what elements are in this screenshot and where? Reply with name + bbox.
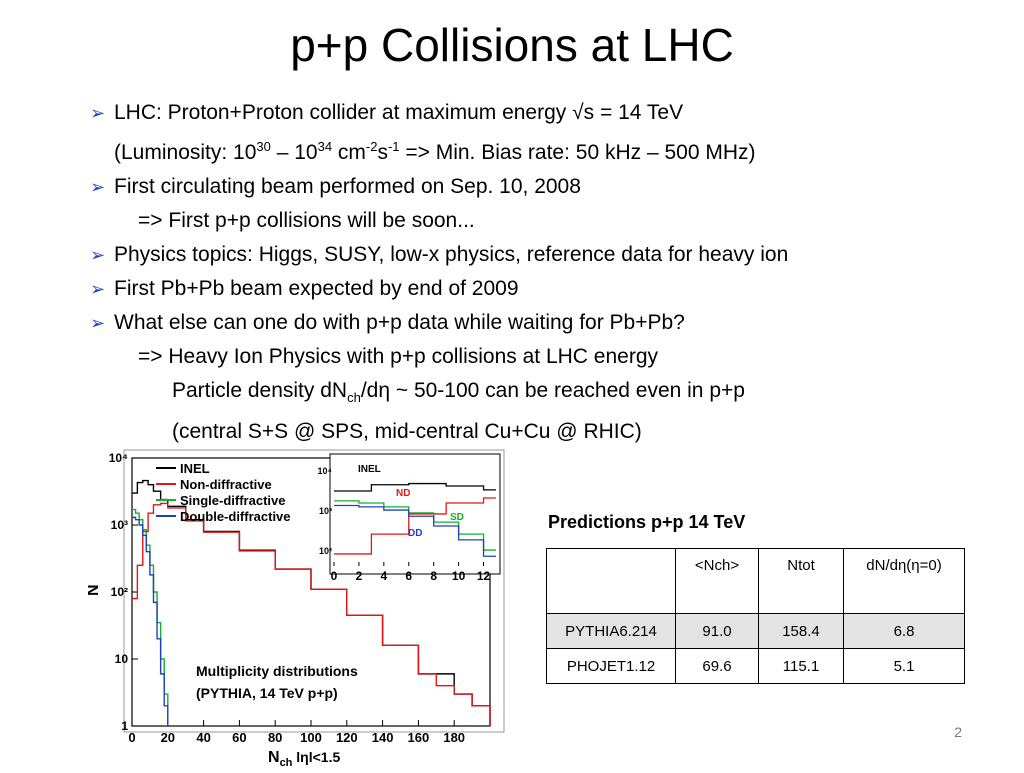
x-tick-label: 0	[128, 730, 135, 745]
plot-caption-line1: Multiplicity distributions	[196, 663, 358, 679]
inset-label-sd: SD	[450, 512, 464, 523]
inset-x-tick-label: 2	[356, 569, 363, 583]
x-axis-label: Nch lηl<1.5	[268, 749, 340, 768]
y-tick-label: 1	[121, 719, 128, 733]
arrow-bullet-icon: ➢	[90, 177, 106, 197]
inset-series-group	[334, 482, 496, 557]
inset-label-nd: ND	[396, 488, 410, 499]
predictions-title: Predictions p+p 14 TeV	[548, 512, 746, 532]
table-cell: 158.4	[758, 613, 844, 649]
inset-x-tick-label: 8	[430, 569, 437, 583]
x-tick-label: 80	[268, 730, 282, 745]
bullet-what-else: ➢ What else can one do with p+p data whil…	[90, 306, 990, 340]
x-tick-label: 40	[196, 730, 210, 745]
bullet-pbpb: ➢ First Pb+Pb beam expected by end of 200…	[90, 272, 990, 306]
x-tick-label: 120	[336, 730, 358, 745]
bullet-first-collisions: => First p+p collisions will be soon...	[138, 209, 475, 232]
inset-x-tick-label: 0	[331, 569, 338, 583]
inset-x-tick-label: 6	[405, 569, 412, 583]
legend-double-diffractive: Double-diffractive	[180, 509, 291, 524]
x-tick-label: 100	[300, 730, 322, 745]
inset-x-tick-label: 10	[452, 569, 466, 583]
bullet-list: ➢ LHC: Proton+Proton collider at maximum …	[90, 96, 990, 449]
inset-series-line	[334, 482, 496, 492]
x-tick-label: 140	[372, 730, 394, 745]
legend-inel: INEL	[180, 461, 210, 476]
inset-y-tick-label: 10⁴	[318, 466, 332, 476]
table-cell: 6.8	[843, 613, 965, 649]
legend: INEL Non-diffractive Single-diffractive …	[156, 461, 291, 524]
table-row: PHOJET1.12 69.6 115.1 5.1	[546, 648, 965, 684]
table-header-cell: dN/dη(η=0)	[843, 548, 965, 614]
arrow-bullet-icon: ➢	[90, 245, 106, 265]
x-tick-label: 180	[443, 730, 465, 745]
inset-tick-group: 0 2 4 6 8 10 12 10² 10³ 10⁴	[318, 466, 491, 583]
table-cell: 115.1	[758, 648, 844, 684]
bullet-luminosity: (Luminosity: 1030 – 1034 cm-2s-1 => Min.…	[114, 139, 756, 164]
x-tick-label: 160	[408, 730, 430, 745]
y-tick-label: 10	[115, 652, 129, 666]
table-cell: PHOJET1.12	[546, 648, 676, 684]
inset-series-line	[334, 500, 496, 551]
slide-number: 2	[954, 724, 962, 740]
y-tick-label: 10³	[111, 518, 128, 532]
y-tick-label: 10⁴	[109, 451, 128, 465]
table-cell: 5.1	[843, 648, 965, 684]
slide-title: p+p Collisions at LHC	[290, 19, 734, 71]
bullet-first-beam: ➢ First circulating beam performed on Sep…	[90, 170, 990, 204]
inset-label-dd: DD	[408, 528, 422, 539]
table-header-row: <Nch> Ntot dN/dη(η=0)	[546, 548, 965, 614]
y-axis-label: N	[88, 584, 102, 596]
bullet-physics-topics: ➢ Physics topics: Higgs, SUSY, low-x phys…	[90, 238, 990, 272]
table-cell: PYTHIA6.214	[546, 613, 676, 649]
table-header-cell: <Nch>	[675, 548, 759, 614]
arrow-bullet-icon: ➢	[90, 313, 106, 333]
inset-y-tick-label: 10³	[319, 506, 332, 516]
inset-y-tick-label: 10²	[319, 546, 332, 556]
table-cell: 69.6	[675, 648, 759, 684]
plot-caption-line2: (PYTHIA, 14 TeV p+p)	[196, 685, 338, 701]
main-series-group	[132, 479, 491, 726]
series-line-double-diffractive	[132, 516, 169, 726]
multiplicity-plot: 0 20 40 60 80 100 120 140 160 180 1 10 10² 10³ 10⁴ INE…	[85, 448, 508, 769]
bullet-particle-density: Particle density dNch/dη ~ 50-100 can be…	[172, 379, 745, 406]
legend-non-diffractive: Non-diffractive	[180, 477, 272, 492]
y-tick-label: 10²	[111, 585, 128, 599]
table-header-cell	[546, 548, 676, 614]
series-line-non-diffractive	[132, 502, 491, 726]
inset-series-line	[334, 504, 496, 557]
x-tick-label: 20	[161, 730, 175, 745]
arrow-bullet-icon: ➢	[90, 103, 106, 123]
table-header-cell: Ntot	[758, 548, 844, 614]
x-tick-label: 60	[232, 730, 246, 745]
inset-x-tick-label: 4	[381, 569, 388, 583]
table-row: PYTHIA6.214 91.0 158.4 6.8	[546, 613, 965, 649]
inset-x-tick-label: 12	[477, 569, 491, 583]
bullet-comparison: (central S+S @ SPS, mid-central Cu+Cu @ …	[172, 420, 642, 444]
legend-single-diffractive: Single-diffractive	[180, 493, 285, 508]
predictions-table: <Nch> Ntot dN/dη(η=0) PYTHIA6.214 91.0 1…	[546, 548, 965, 684]
bullet-heavy-ion-physics: => Heavy Ion Physics with p+p collisions…	[138, 345, 659, 368]
inset-plot: 0 2 4 6 8 10 12 10² 10³ 10⁴ INEL ND SD DD	[318, 453, 501, 583]
bullet-lhc: ➢ LHC: Proton+Proton collider at maximum …	[90, 96, 990, 130]
inset-label-inel: INEL	[358, 464, 381, 475]
arrow-bullet-icon: ➢	[90, 279, 106, 299]
inset-series-line	[334, 497, 496, 555]
table-cell: 91.0	[675, 613, 759, 649]
